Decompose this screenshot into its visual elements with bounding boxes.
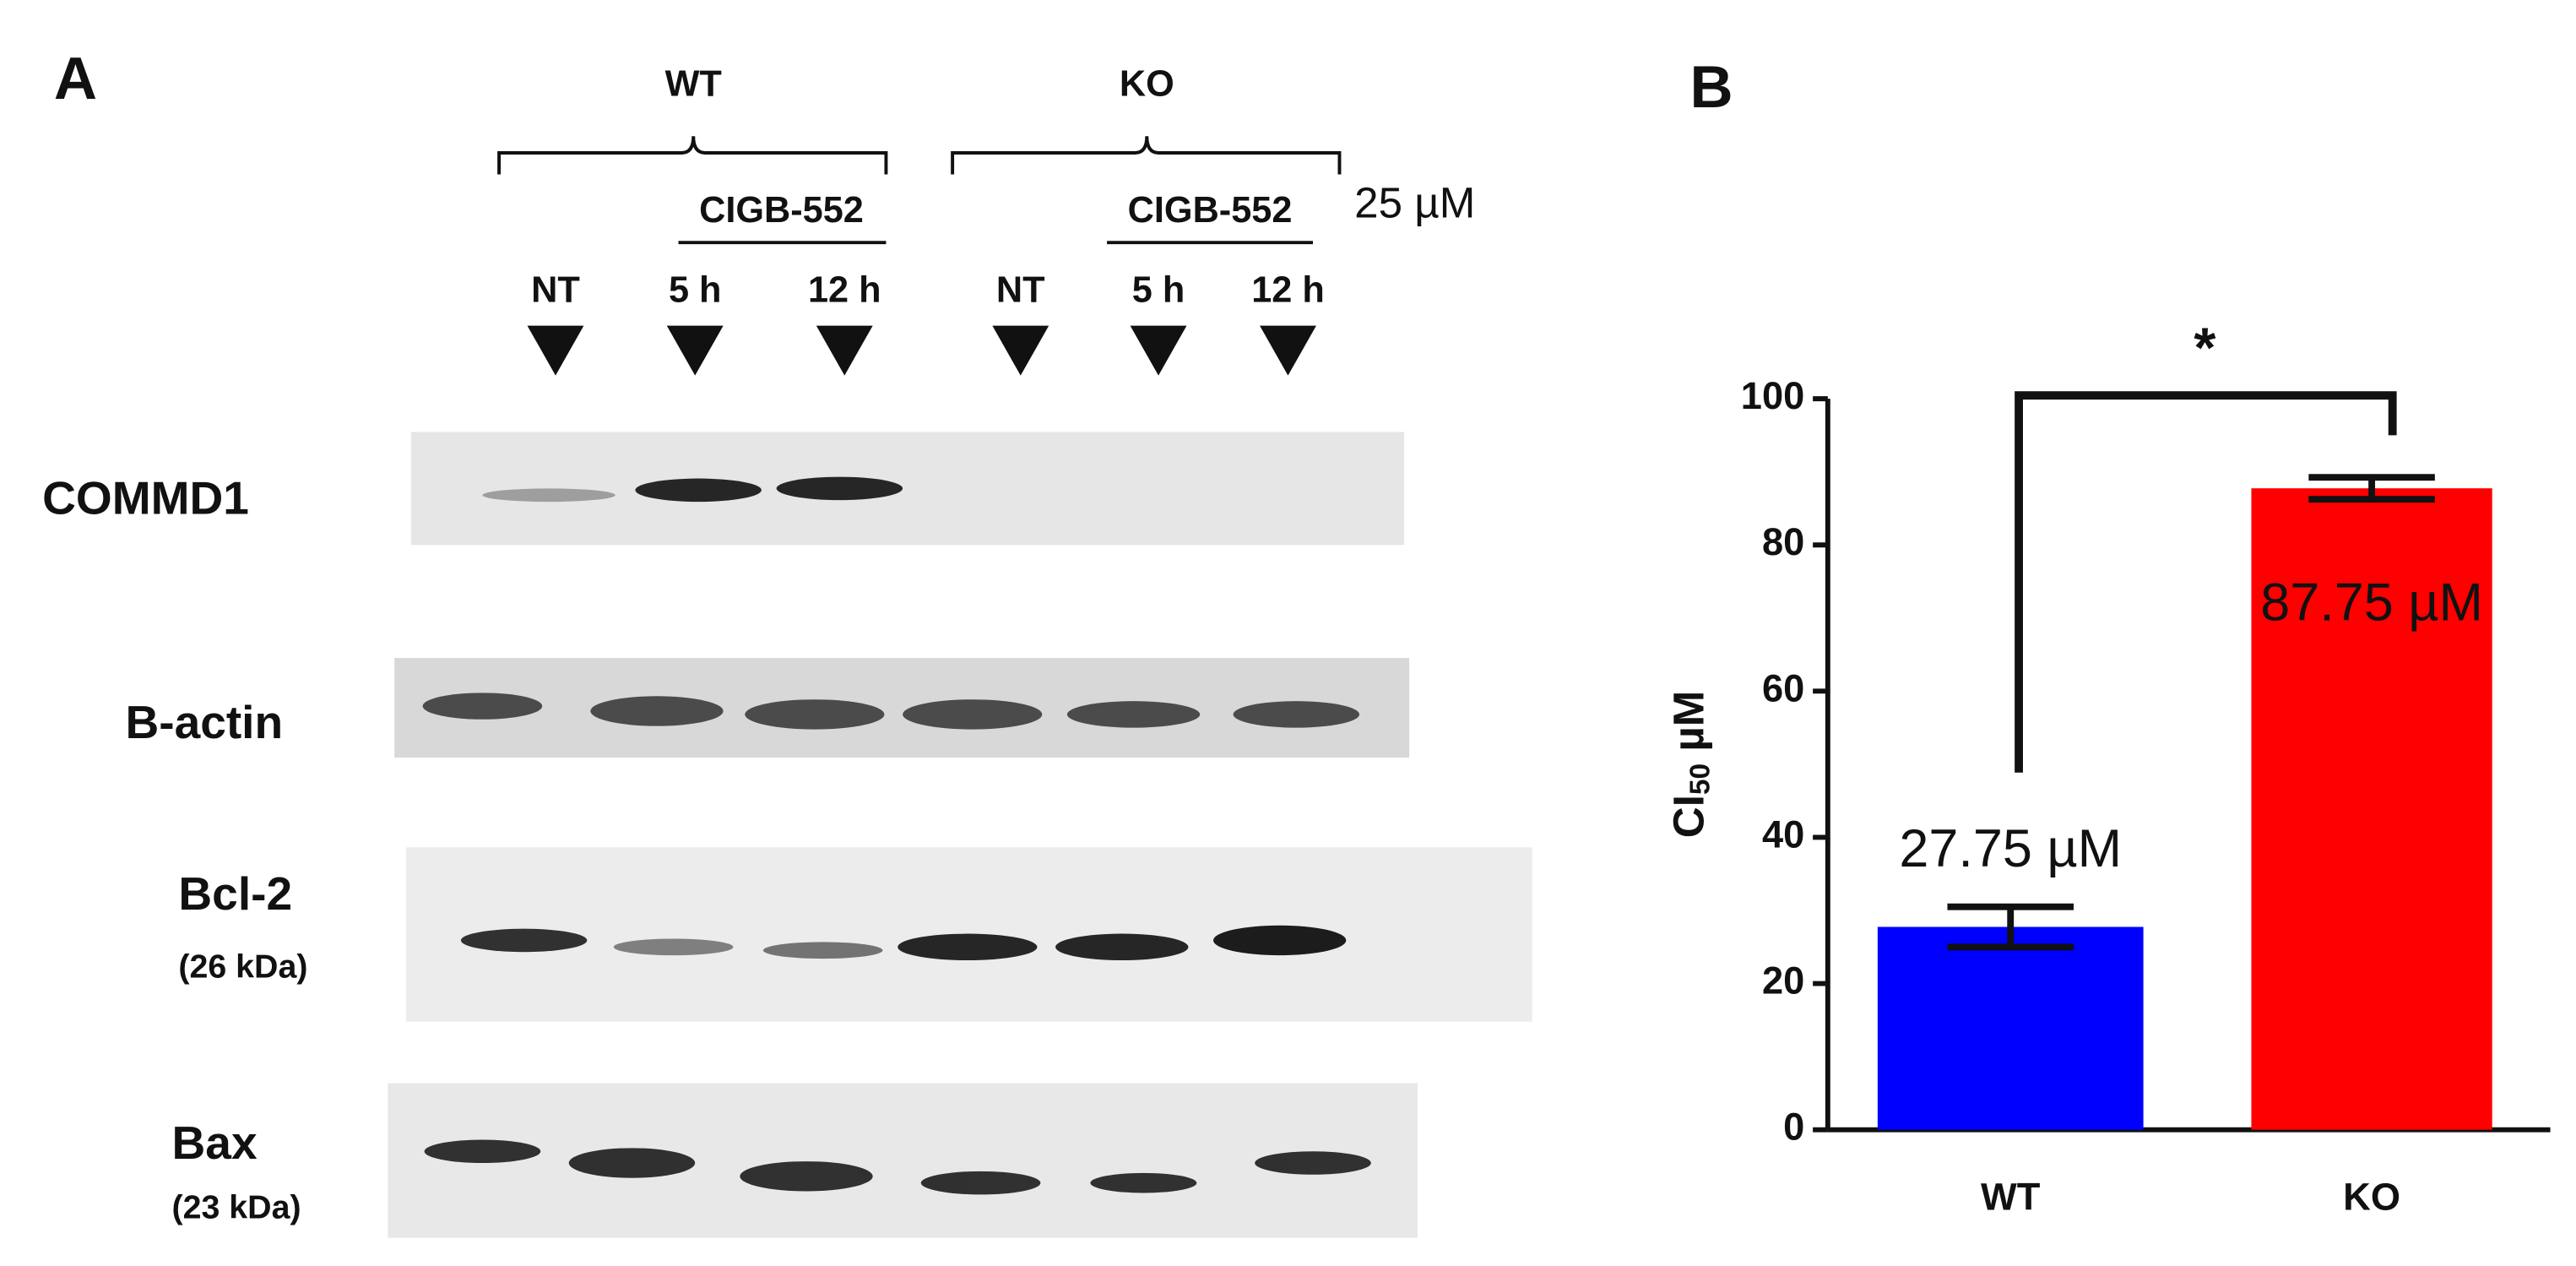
blots — [388, 432, 1532, 1238]
y-tick-label: 0 — [1783, 1106, 1804, 1149]
x-tick-label: KO — [2343, 1175, 2400, 1218]
blot-membrane — [388, 1083, 1418, 1238]
row-label: Bax — [172, 1117, 258, 1169]
lane-label: NT — [996, 270, 1045, 311]
x-tick-label: WT — [1981, 1175, 2041, 1218]
band — [635, 478, 762, 503]
blot-membrane — [410, 432, 1405, 546]
y-label-unit: µM — [1664, 691, 1712, 763]
row-label: Bcl-2 — [178, 867, 292, 920]
band — [1255, 1151, 1371, 1175]
bar — [2251, 488, 2492, 1130]
lane-arrow — [1130, 325, 1187, 376]
band — [898, 933, 1038, 961]
bar — [1877, 926, 2144, 1130]
treatment-label: CIGB-552 — [699, 190, 864, 231]
lane-arrow — [527, 325, 584, 376]
error-bar — [1947, 903, 2074, 951]
lane-arrow — [992, 325, 1049, 376]
row-label: COMMD1 — [42, 472, 249, 524]
y-tick-label: 60 — [1762, 666, 1804, 709]
band — [740, 1161, 873, 1192]
blot-membrane — [394, 658, 1410, 758]
band — [568, 1148, 696, 1178]
brackets — [497, 136, 1342, 245]
significance-bracket — [2015, 391, 2397, 773]
band — [776, 476, 903, 501]
row-size: (26 kDa) — [178, 948, 307, 985]
band — [745, 699, 885, 730]
band — [590, 696, 724, 726]
band — [1212, 925, 1347, 956]
band — [1233, 701, 1360, 728]
value-label: 27.75 µM — [1899, 819, 2122, 878]
band — [424, 1139, 541, 1164]
band — [613, 938, 734, 956]
row-size: (23 kDa) — [172, 1189, 301, 1226]
band — [1066, 701, 1201, 728]
lane-arrow — [666, 325, 724, 376]
band — [762, 942, 883, 959]
y-tick-label: 40 — [1762, 812, 1804, 856]
value-label: 87.75 µM — [2260, 573, 2483, 633]
group-label: WT — [665, 64, 722, 105]
band — [482, 488, 616, 503]
lane-arrow — [1260, 325, 1316, 376]
lane-label: 5 h — [669, 270, 722, 311]
bracket — [497, 136, 888, 175]
lane-arrow — [816, 325, 873, 376]
y-label-sub: 50 — [1684, 763, 1716, 795]
panel-label: A — [54, 46, 97, 112]
y-tick-label: 20 — [1762, 959, 1804, 1002]
band — [920, 1171, 1041, 1195]
dose-label: 25 µM — [1354, 178, 1475, 226]
y-axis-label: CI50 µM — [1664, 691, 1716, 839]
lane-label: 5 h — [1132, 270, 1185, 311]
band — [1055, 933, 1189, 961]
band — [460, 928, 588, 953]
error-bar — [2308, 474, 2435, 503]
y-label-main: CI — [1664, 795, 1712, 838]
band — [903, 699, 1043, 730]
significance-label: * — [2194, 317, 2215, 380]
group-label: KO — [1120, 64, 1174, 105]
band — [422, 693, 543, 720]
band — [1090, 1172, 1197, 1193]
y-tick-label: 80 — [1762, 520, 1804, 563]
treatment-label: CIGB-552 — [1128, 190, 1293, 231]
bracket — [951, 136, 1342, 175]
lane-label: NT — [531, 270, 580, 311]
lane-label: 12 h — [808, 270, 881, 311]
panel-label: B — [1690, 54, 1733, 121]
y-tick-label: 100 — [1741, 374, 1804, 417]
row-label: B-actin — [125, 696, 283, 748]
lane-label: 12 h — [1251, 270, 1325, 311]
